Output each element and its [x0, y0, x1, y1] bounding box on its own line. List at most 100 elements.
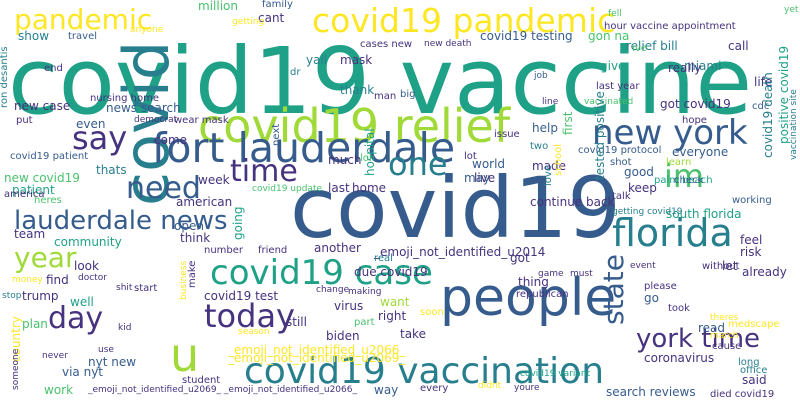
cloud-word: day [48, 301, 104, 336]
cloud-word: real [374, 253, 393, 264]
cloud-word: florida [612, 211, 733, 255]
cloud-word: call [728, 39, 749, 53]
cloud-word: got [510, 251, 530, 265]
cloud-word: covid19 variant [520, 369, 591, 379]
cloud-word: end [44, 63, 63, 74]
cloud-word: today [204, 297, 295, 335]
cloud-word: school [553, 143, 564, 176]
cloud-word: let [722, 259, 738, 273]
cloud-word: job [534, 71, 548, 81]
cloud-word: coronavirus [644, 351, 715, 365]
cloud-word: season [238, 327, 270, 337]
cloud-word: covid19 test [204, 289, 279, 303]
cloud-word: continue back [530, 195, 615, 209]
cloud-word: ive [632, 43, 647, 54]
cloud-word: news search [106, 101, 181, 115]
cloud-word: even [76, 117, 106, 131]
cloud-word: died covid19 [710, 389, 775, 400]
cloud-word: doctor [78, 273, 107, 283]
cloud-word: first [561, 111, 575, 135]
cloud-word: line [542, 97, 559, 107]
cloud-word: lauderdale news [14, 206, 228, 236]
cloud-word: heres [34, 195, 62, 206]
cloud-word: open [174, 219, 204, 233]
cloud-word: look [74, 259, 99, 273]
cloud-word: two [530, 141, 549, 152]
cloud-word: home [352, 181, 387, 195]
cloud-word: think [180, 231, 211, 245]
cloud-word: long [738, 357, 760, 368]
cloud-word: lol [360, 153, 372, 164]
cloud-word: state [597, 254, 630, 325]
cloud-word: cause [712, 341, 742, 352]
cloud-word: love [543, 165, 554, 186]
cloud-word: another [314, 241, 361, 255]
cloud-word: due covid19 [354, 265, 428, 279]
cloud-word: _emoji_not_identified_u2066_ [228, 343, 406, 357]
cloud-word: vaccination site [789, 89, 799, 160]
cloud-word: thank [340, 83, 375, 97]
cloud-word: covid19 vaccine [8, 28, 753, 135]
cloud-word: need [126, 171, 201, 206]
cloud-word: covid19 patient [10, 151, 89, 162]
cloud-word: one [388, 145, 448, 183]
cloud-word: read [698, 321, 726, 335]
cloud-word: never [42, 351, 68, 361]
cloud-word: cdc [752, 101, 770, 112]
cloud-word: life [754, 75, 773, 89]
cloud-word: covid19 protocol [578, 145, 662, 156]
cloud-word: plan [22, 317, 48, 331]
cloud-word: biden [326, 329, 360, 343]
cloud-word: american [176, 195, 233, 209]
cloud-word: vaccinated [584, 97, 634, 107]
cloud-word: community [54, 235, 122, 249]
cloud-word: search reviews [606, 385, 696, 399]
cloud-word: travel [68, 31, 98, 42]
cloud-word: last year [596, 81, 640, 92]
cloud-word: getting covid19 [612, 207, 683, 217]
cloud-word: getting [232, 17, 265, 27]
cloud-word: _emoji_not_identified_u2069_ [228, 351, 406, 365]
cloud-word: everyone [672, 145, 729, 159]
cloud-word: new york [592, 113, 748, 153]
cloud-word: people [440, 268, 617, 328]
cloud-word: im [664, 157, 705, 195]
cloud-word: next [271, 123, 282, 146]
cloud-word: shit [116, 283, 133, 293]
cloud-word: million [198, 0, 238, 13]
cloud-word: take [400, 327, 426, 341]
cloud-word: wear mask [174, 115, 229, 126]
cloud-word: relief bill [626, 39, 678, 53]
cloud-word: say [72, 119, 128, 157]
cloud-word: student [182, 375, 221, 386]
cloud-word: may [464, 171, 491, 185]
cloud-word: world [472, 157, 506, 171]
cloud-word: march [710, 331, 739, 341]
cloud-word: find [46, 273, 69, 287]
cloud-word: keep [628, 181, 657, 195]
cloud-word: game [538, 269, 564, 279]
cloud-word: friend [258, 245, 288, 256]
cloud-word: man [374, 91, 397, 102]
cloud-word: business [179, 260, 189, 300]
cloud-word: must [570, 269, 593, 279]
cloud-word: cant [258, 11, 285, 25]
cloud-word: soon [420, 307, 444, 318]
cloud-word: youre [514, 383, 540, 393]
cloud-word: got covid19 [660, 97, 731, 111]
cloud-word: number [204, 245, 244, 256]
cloud-word: still [286, 315, 307, 329]
cloud-word: covid19 update [252, 184, 323, 194]
cloud-word: without [702, 261, 740, 272]
cloud-word: give [600, 59, 626, 73]
cloud-word: learn [666, 157, 692, 168]
cloud-word: covid19 relief [198, 99, 511, 153]
cloud-word: making [348, 287, 382, 297]
cloud-word: really [668, 61, 702, 75]
cloud-word: stop [2, 291, 22, 301]
cloud-word: didnt [478, 381, 502, 391]
cloud-word: covid19 testing [480, 29, 573, 43]
cloud-word: _emoji_not_identified_u2014 [374, 245, 546, 259]
cloud-word: ron desantis [0, 46, 10, 108]
cloud-word: want [380, 295, 410, 309]
